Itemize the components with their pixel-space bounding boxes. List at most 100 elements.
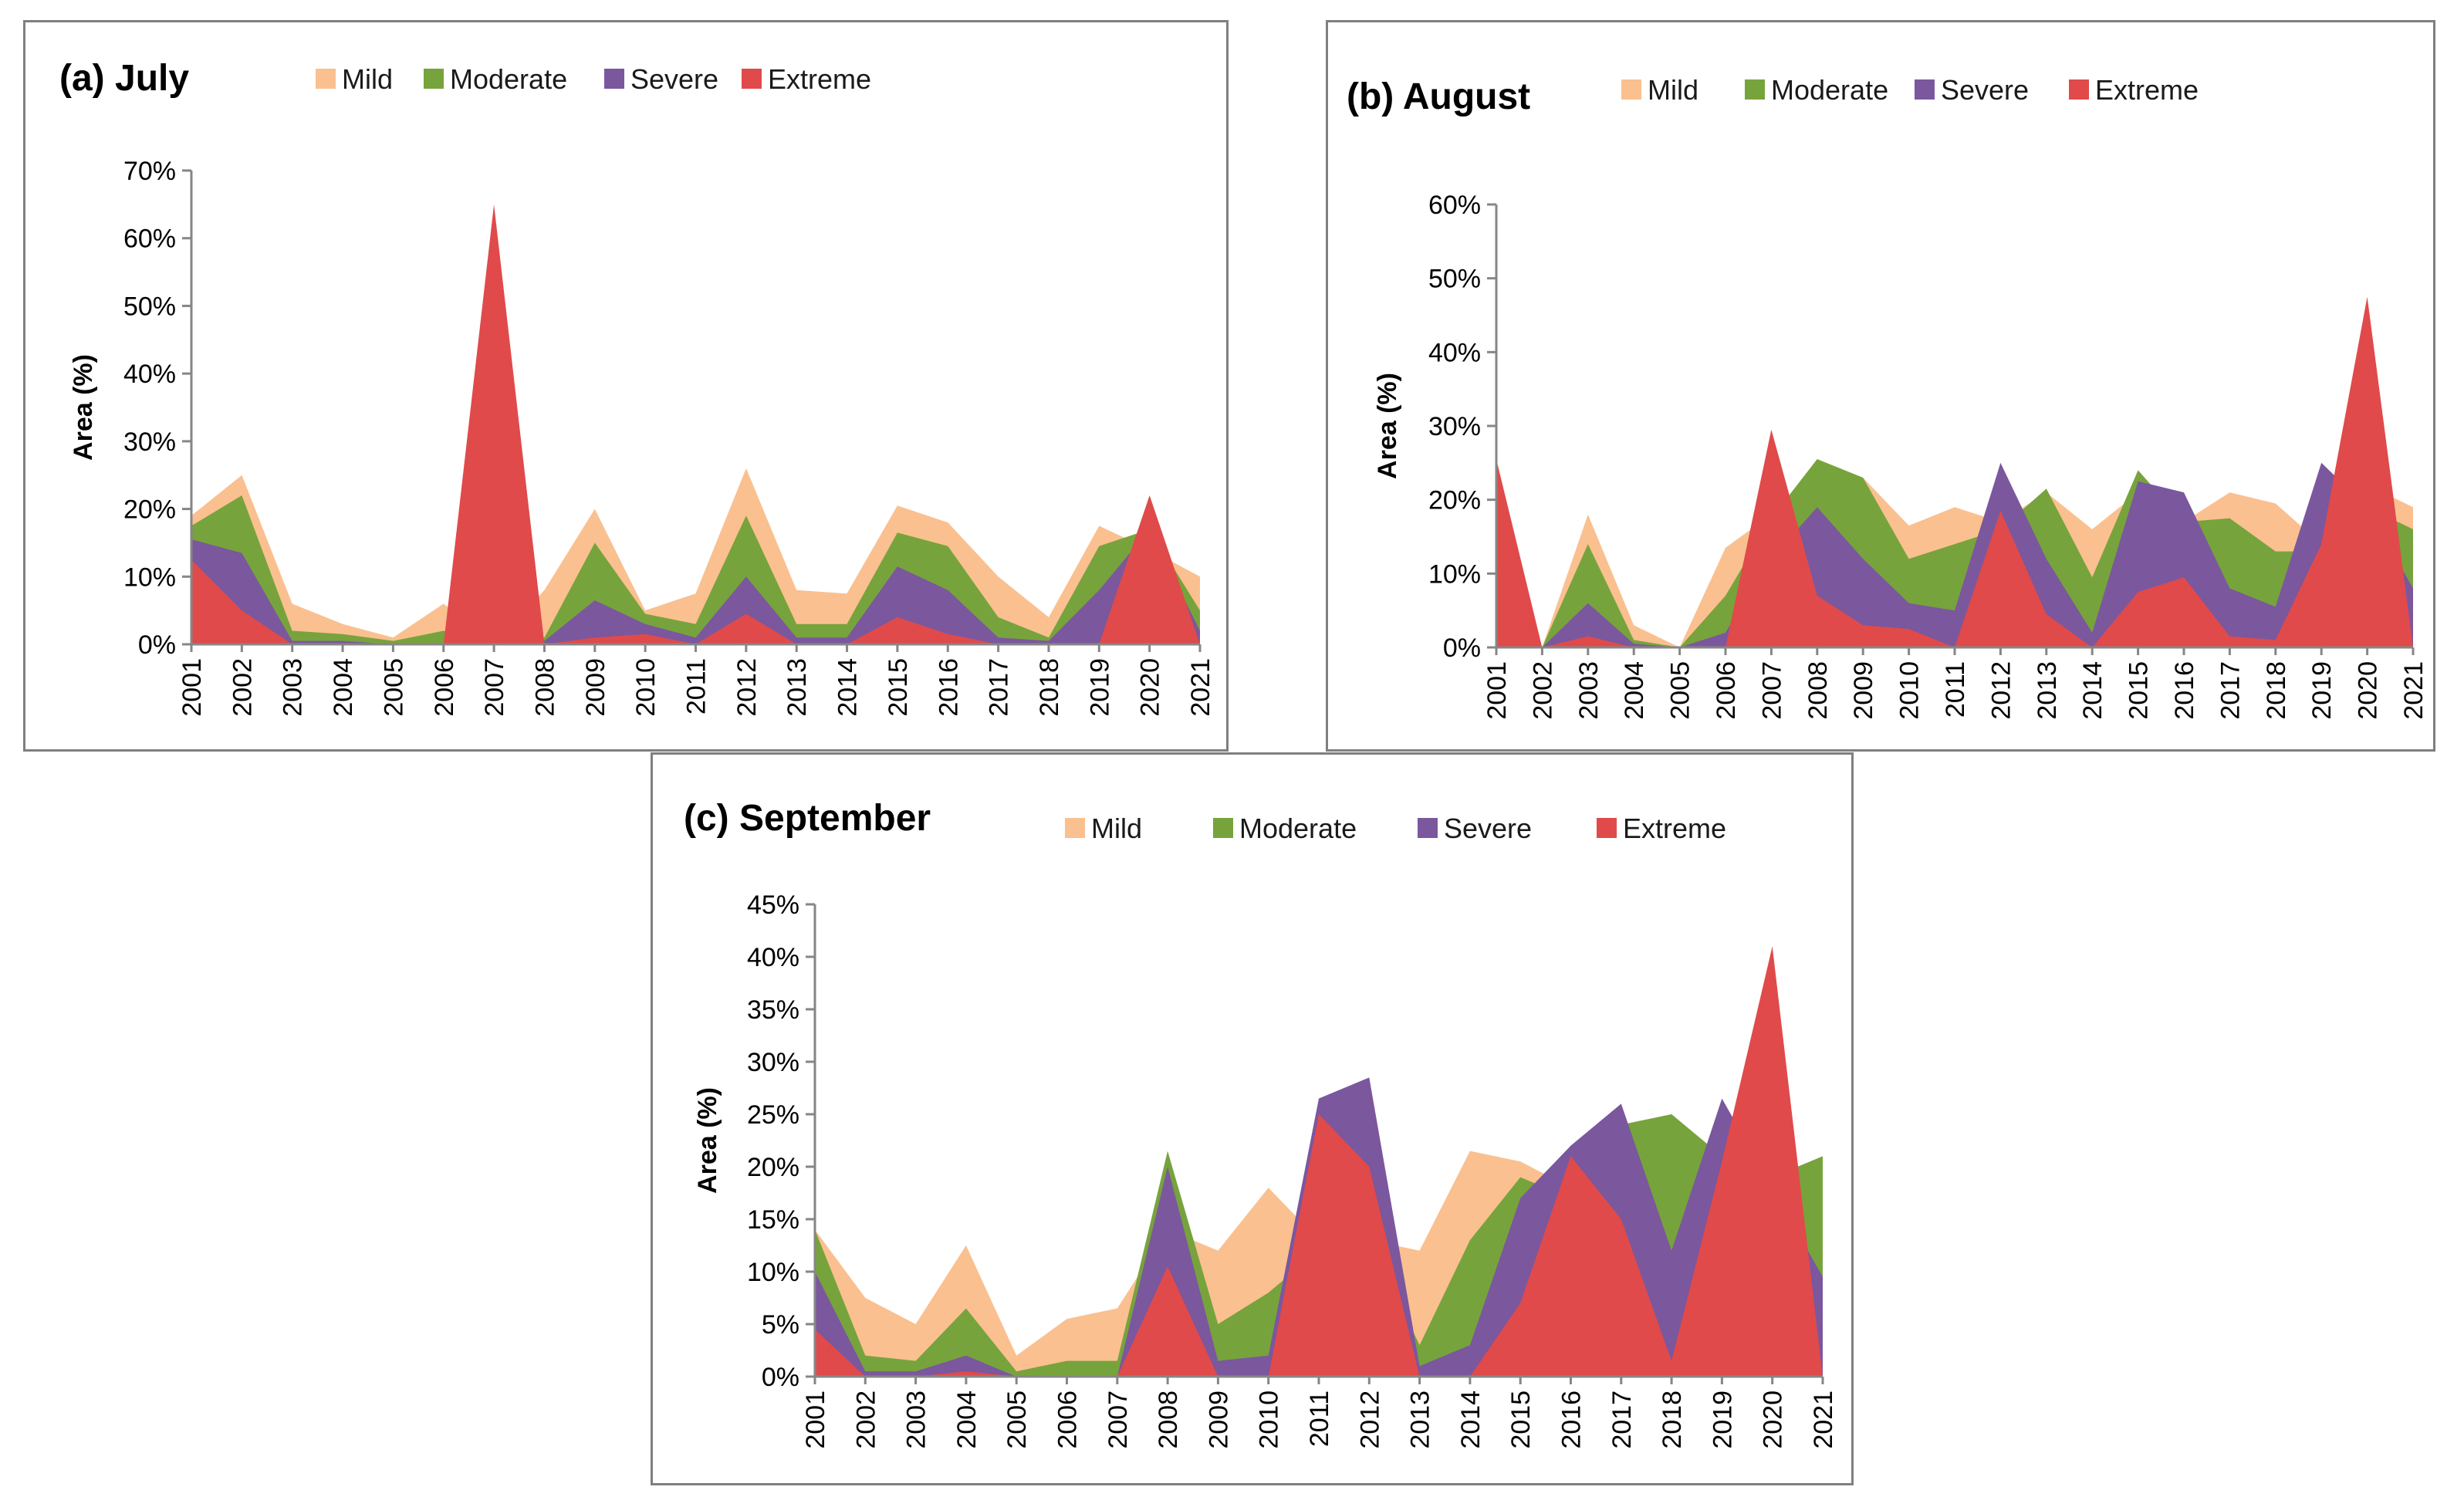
x-tick-label: 2001 (801, 1390, 830, 1449)
y-tick-label: 70% (123, 157, 176, 186)
chart-svg: (b) August Mild Moderate Severe Extreme 0% 10%… (1347, 74, 2429, 720)
legend-label-mild: Mild (1091, 813, 1142, 844)
y-tick-label: 30% (1428, 412, 1481, 441)
legend-swatch-severe (1418, 818, 1438, 838)
x-tick-label: 2006 (1712, 661, 1741, 720)
chart-title: (b) August (1347, 76, 1530, 117)
y-tick-label: 20% (123, 495, 176, 525)
legend-swatch-mild (1065, 818, 1085, 838)
x-tick-label: 2011 (1941, 661, 1970, 718)
x-tick-label: 2015 (1506, 1390, 1536, 1449)
y-tick-label: 20% (747, 1153, 799, 1182)
x-tick-label: 2021 (2399, 661, 2429, 720)
x-tick-label: 2015 (2124, 661, 2154, 720)
y-tick-label: 10% (1428, 559, 1481, 589)
y-tick-label: 35% (747, 995, 799, 1025)
y-tick-label: 25% (747, 1100, 799, 1130)
legend-label-extreme: Extreme (768, 63, 871, 95)
legend-label-extreme: Extreme (2095, 74, 2199, 106)
x-tick-label: 2018 (2262, 661, 2291, 720)
x-tick-label: 2008 (1154, 1390, 1183, 1449)
area-series-mild (191, 468, 1200, 644)
chart-svg: (c) September Mild Moderate Severe Extreme 0%… (684, 798, 1838, 1449)
chart-svg: (a) July Mild Moderate Severe Extreme 0% 10% 20… (59, 58, 1215, 717)
legend-label-moderate: Moderate (1771, 74, 1888, 106)
legend-label-mild: Mild (342, 63, 393, 95)
x-tick-label: 2002 (1528, 661, 1557, 720)
y-tick-label: 0% (1443, 634, 1481, 663)
y-tick-label: 15% (747, 1205, 799, 1235)
chart-title: (a) July (59, 58, 189, 99)
x-tick-label: 2009 (1204, 1390, 1233, 1449)
legend-swatch-moderate (1213, 818, 1233, 838)
y-tick-label: 40% (123, 360, 176, 389)
y-tick-label: 0% (762, 1363, 799, 1392)
x-tick-label: 2007 (480, 658, 509, 717)
chart-panel-september: (c) September Mild Moderate Severe Extreme 0%… (651, 752, 1854, 1485)
x-tick-label: 2020 (2354, 661, 2383, 720)
area-series-extreme (1496, 296, 2413, 647)
x-tick-label: 2010 (1895, 661, 1925, 720)
chart-panel-july: (a) July Mild Moderate Severe Extreme 0% 10% 20… (23, 20, 1229, 752)
y-axis-title: Area (%) (1373, 373, 1402, 479)
x-tick-label: 2005 (379, 658, 408, 717)
y-tick-label: 0% (138, 630, 176, 660)
area-series-extreme (191, 204, 1200, 644)
x-tick-label: 2017 (985, 658, 1014, 717)
x-tick-label: 2004 (329, 658, 358, 717)
x-tick-label: 2016 (934, 658, 963, 717)
legend-swatch-moderate (1745, 79, 1765, 100)
y-tick-label: 30% (123, 427, 176, 457)
y-tick-label: 45% (747, 890, 799, 920)
area-series-severe (191, 529, 1200, 644)
x-tick-label: 2013 (2033, 661, 2062, 720)
legend-swatch-mild (316, 69, 336, 89)
x-tick-label: 2016 (1557, 1390, 1587, 1449)
y-tick-label: 50% (1428, 265, 1481, 294)
y-tick-label: 30% (747, 1048, 799, 1077)
x-tick-label: 2019 (1085, 658, 1114, 717)
x-tick-label: 2017 (2216, 661, 2245, 720)
x-tick-label: 2001 (1482, 661, 1512, 720)
legend-swatch-extreme (2069, 79, 2089, 100)
x-tick-label: 2004 (1620, 661, 1649, 720)
x-tick-label: 2012 (1355, 1390, 1384, 1449)
legend-swatch-moderate (424, 69, 444, 89)
x-tick-label: 2013 (1406, 1390, 1435, 1449)
x-tick-label: 2018 (1035, 658, 1064, 717)
x-tick-label: 2018 (1658, 1390, 1687, 1449)
y-tick-label: 40% (1428, 338, 1481, 367)
chart-title: (c) September (684, 798, 931, 839)
legend-swatch-severe (1915, 79, 1935, 100)
x-tick-label: 2014 (833, 658, 863, 717)
y-tick-label: 50% (123, 292, 176, 321)
x-tick-label: 2006 (430, 658, 459, 717)
y-tick-label: 60% (123, 225, 176, 254)
x-tick-label: 2019 (1708, 1390, 1737, 1449)
legend-label-severe: Severe (630, 63, 718, 95)
y-tick-label: 20% (1428, 486, 1481, 515)
y-tick-label: 10% (747, 1258, 799, 1287)
x-tick-label: 2006 (1053, 1390, 1083, 1449)
x-tick-label: 2002 (228, 658, 257, 717)
x-tick-label: 2020 (1759, 1390, 1788, 1449)
y-tick-label: 40% (747, 943, 799, 972)
x-tick-label: 2008 (1803, 661, 1833, 720)
x-tick-label: 2021 (1186, 658, 1215, 717)
x-tick-label: 2016 (2170, 661, 2199, 720)
x-tick-label: 2010 (1255, 1390, 1284, 1449)
legend-swatch-extreme (1597, 818, 1617, 838)
y-axis-title: Area (%) (69, 354, 98, 461)
x-tick-label: 2003 (279, 658, 308, 717)
x-tick-label: 2012 (1986, 661, 2016, 720)
legend-label-mild: Mild (1648, 74, 1698, 106)
x-tick-label: 2001 (177, 658, 207, 717)
x-tick-label: 2011 (1305, 1390, 1334, 1447)
x-tick-label: 2012 (732, 658, 762, 717)
x-tick-label: 2009 (581, 658, 610, 717)
y-tick-label: 5% (762, 1310, 799, 1340)
x-tick-label: 2019 (2307, 661, 2337, 720)
legend-swatch-severe (604, 69, 624, 89)
x-tick-label: 2003 (902, 1390, 931, 1449)
area-series-extreme (815, 946, 1823, 1377)
